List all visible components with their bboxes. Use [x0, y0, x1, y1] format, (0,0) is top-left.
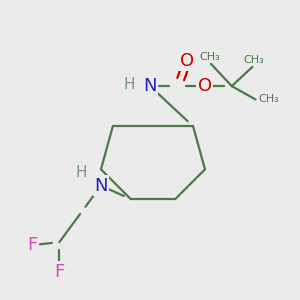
- Text: N: N: [94, 177, 108, 195]
- Text: H: H: [123, 77, 135, 92]
- Text: CH₃: CH₃: [199, 52, 220, 62]
- Text: H: H: [76, 165, 87, 180]
- Text: CH₃: CH₃: [259, 94, 279, 104]
- Text: O: O: [180, 52, 194, 70]
- Text: F: F: [28, 236, 38, 254]
- Text: CH₃: CH₃: [244, 55, 264, 65]
- Text: O: O: [198, 77, 212, 95]
- Text: F: F: [54, 263, 64, 281]
- Text: N: N: [143, 77, 157, 95]
